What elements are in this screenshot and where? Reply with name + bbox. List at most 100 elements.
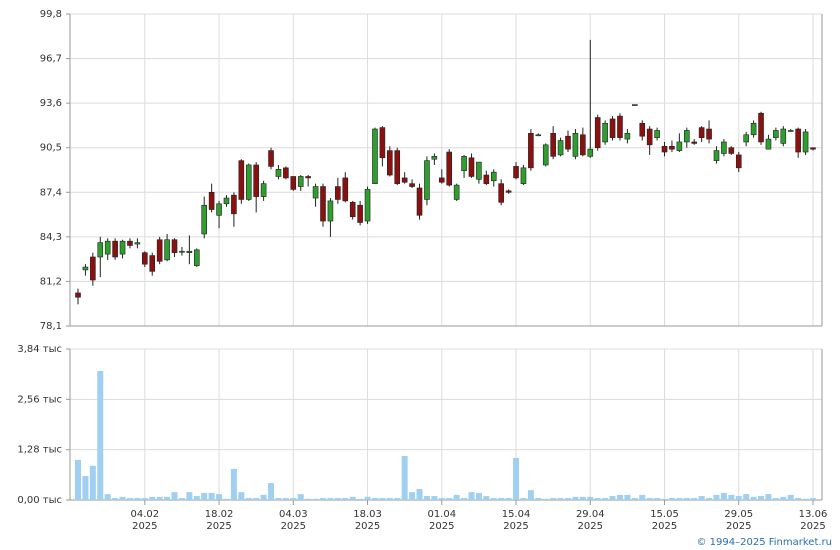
- candle-body: [468, 157, 475, 177]
- x-tick-label: 15.04 2025: [502, 509, 531, 532]
- volume-bar: [320, 498, 326, 500]
- y-tick-label: 93,6: [40, 98, 62, 109]
- volume-bar: [334, 498, 341, 500]
- y-tick-label: 81,2: [40, 276, 62, 287]
- volume-bar: [260, 494, 267, 500]
- candle-body: [253, 164, 259, 197]
- candle-body: [349, 202, 356, 218]
- candle-body: [201, 204, 208, 235]
- volume-bar: [171, 492, 178, 500]
- candle-body: [260, 183, 267, 197]
- candle-body: [654, 130, 660, 138]
- candle-body: [765, 138, 772, 150]
- candle-body: [602, 122, 608, 143]
- candle-body: [587, 148, 594, 157]
- volume-bar: [268, 483, 275, 500]
- volume-bar: [394, 498, 401, 500]
- volume-bar: [208, 492, 215, 500]
- volume-bar: [587, 496, 594, 500]
- candle-body: [550, 133, 556, 157]
- candle-body: [149, 255, 156, 272]
- volume-bar: [438, 498, 445, 500]
- volume-bar: [461, 498, 468, 500]
- x-tick-label: 15.05 2025: [650, 509, 679, 532]
- candle-body: [357, 204, 363, 223]
- candle-body: [446, 151, 453, 186]
- volume-bar: [156, 496, 163, 500]
- volume-bar: [616, 494, 623, 500]
- volume-bar: [609, 496, 616, 500]
- volume-bar: [698, 496, 705, 500]
- volume-bar: [290, 498, 297, 500]
- volume-bar: [297, 494, 304, 500]
- candle-body: [513, 166, 519, 179]
- candle-body: [394, 150, 401, 184]
- candle-body: [238, 160, 245, 200]
- volume-bar: [401, 455, 408, 500]
- candle-body: [119, 240, 126, 255]
- candle-body: [721, 141, 727, 154]
- volume-bar: [513, 457, 520, 500]
- x-tick-label: 04.02 2025: [130, 509, 159, 532]
- volume-bar: [735, 496, 742, 500]
- candle-body: [609, 118, 616, 138]
- candle-body: [802, 131, 809, 153]
- volume-bar: [201, 492, 208, 500]
- candle-body: [297, 176, 304, 187]
- y-tick-label: 96,7: [40, 54, 62, 65]
- volume-bar: [349, 496, 356, 500]
- volume-bar: [386, 498, 393, 500]
- candle-body: [134, 242, 141, 245]
- volume-bar: [780, 496, 787, 500]
- candle-body: [565, 135, 571, 150]
- candle-body: [713, 150, 720, 161]
- volume-bar: [498, 498, 505, 500]
- x-tick-label: 18.03 2025: [353, 509, 382, 532]
- candle-body: [156, 239, 163, 262]
- volume-bar: [468, 492, 475, 500]
- volume-bar: [624, 494, 631, 500]
- x-tick-label: 04.03 2025: [279, 509, 308, 532]
- volume-bar: [720, 492, 727, 500]
- y-tick-label: 3,84 тыс: [17, 344, 62, 355]
- candle-body: [305, 176, 311, 179]
- candle-body: [364, 189, 371, 222]
- volume-bar: [802, 498, 809, 500]
- volume-bar: [134, 498, 141, 500]
- volume-bar: [795, 498, 802, 500]
- candle-body: [416, 187, 423, 216]
- candle-body: [387, 150, 393, 176]
- candle-body: [342, 177, 349, 202]
- candle-body: [268, 150, 274, 167]
- volume-bar: [282, 498, 289, 500]
- x-tick-label: 18.02 2025: [205, 509, 234, 532]
- candle-body: [142, 252, 148, 265]
- x-tick-label: 01.04 2025: [427, 509, 456, 532]
- candle-body: [706, 128, 712, 140]
- volume-bar: [312, 498, 319, 500]
- volume-bar: [550, 498, 557, 500]
- volume-bar: [230, 468, 237, 500]
- candle-body: [490, 171, 497, 182]
- volume-bar: [750, 496, 757, 500]
- volume-bar: [104, 494, 111, 500]
- candle-body: [401, 177, 408, 183]
- x-tick-label: 13.06 2025: [799, 509, 828, 532]
- volume-bar: [149, 496, 156, 500]
- y-tick-label: 78,1: [40, 321, 62, 332]
- candle-body: [409, 183, 415, 187]
- volume-bar: [178, 498, 185, 500]
- volume-bar: [216, 494, 223, 500]
- volume-bar: [602, 498, 609, 500]
- volume-bar: [535, 498, 542, 500]
- volume-bar: [275, 498, 282, 500]
- volume-bar: [423, 496, 430, 500]
- volume-bar: [364, 496, 371, 500]
- volume-bar: [164, 496, 171, 500]
- y-tick-label: 0,00 тыс: [17, 495, 62, 506]
- candle-body: [498, 183, 504, 203]
- volume-bar: [594, 498, 601, 500]
- volume-bar: [409, 492, 416, 500]
- candle-body: [691, 141, 698, 144]
